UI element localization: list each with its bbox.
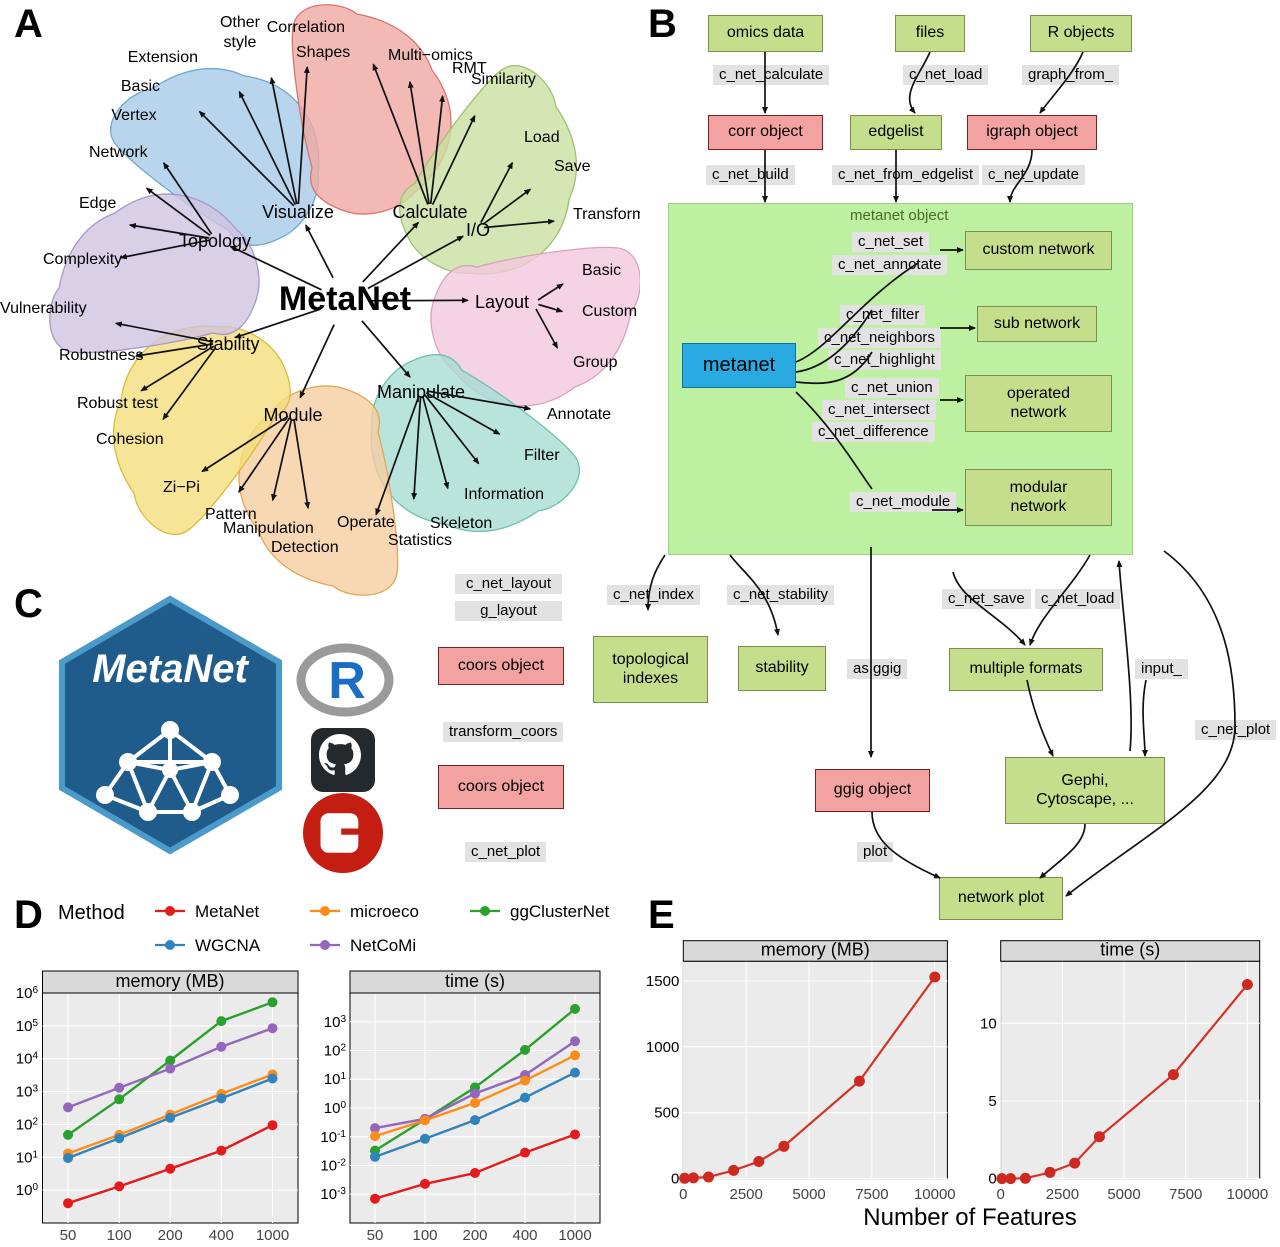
svg-text:Operate: Operate	[337, 514, 395, 531]
svg-text:Similarity: Similarity	[471, 71, 536, 88]
svg-text:102: 102	[324, 1042, 347, 1060]
svg-text:1500: 1500	[646, 973, 679, 990]
svg-text:Group: Group	[573, 354, 618, 371]
svg-text:Visualize: Visualize	[262, 202, 334, 222]
svg-text:200: 200	[462, 1227, 487, 1244]
svg-text:101: 101	[16, 1149, 39, 1167]
svg-text:memory (MB): memory (MB)	[761, 940, 870, 960]
svg-text:memory (MB): memory (MB)	[116, 971, 225, 991]
svg-text:Skeleton: Skeleton	[430, 515, 492, 532]
svg-text:Vulnerability: Vulnerability	[0, 300, 87, 317]
svg-text:10-2: 10-2	[320, 1157, 346, 1175]
svg-text:Correlation: Correlation	[267, 19, 345, 36]
svg-text:1000: 1000	[256, 1227, 289, 1244]
svg-text:102: 102	[16, 1116, 39, 1134]
svg-text:103: 103	[16, 1083, 39, 1101]
svg-text:I/O: I/O	[466, 220, 490, 240]
svg-text:0: 0	[679, 1186, 687, 1203]
svg-text:Calculate: Calculate	[392, 202, 467, 222]
svg-text:WGCNA: WGCNA	[195, 936, 261, 955]
svg-text:0: 0	[671, 1171, 679, 1188]
svg-text:time (s): time (s)	[1100, 940, 1160, 960]
svg-text:Number of Features: Number of Features	[863, 1204, 1076, 1231]
svg-text:400: 400	[209, 1227, 234, 1244]
svg-text:Load: Load	[524, 129, 560, 146]
svg-text:500: 500	[654, 1105, 679, 1122]
svg-text:7500: 7500	[855, 1186, 888, 1203]
svg-text:5: 5	[988, 1093, 996, 1110]
svg-text:Information: Information	[464, 486, 544, 503]
svg-text:Save: Save	[554, 158, 591, 175]
svg-text:ggClusterNet: ggClusterNet	[510, 902, 609, 921]
svg-text:10-1: 10-1	[320, 1128, 346, 1146]
svg-text:105: 105	[16, 1017, 39, 1035]
svg-text:103: 103	[324, 1013, 347, 1031]
svg-text:2500: 2500	[1046, 1186, 1079, 1203]
svg-text:7500: 7500	[1169, 1186, 1202, 1203]
svg-text:NetCoMi: NetCoMi	[350, 936, 416, 955]
svg-text:Custom: Custom	[582, 303, 637, 320]
svg-text:Vertex: Vertex	[111, 107, 156, 124]
svg-text:MetaNet: MetaNet	[195, 902, 260, 921]
svg-text:MetaNet: MetaNet	[92, 647, 249, 691]
svg-text:10-3: 10-3	[320, 1186, 346, 1204]
svg-text:Basic: Basic	[121, 78, 160, 95]
svg-text:0: 0	[997, 1186, 1005, 1203]
svg-text:100: 100	[324, 1100, 347, 1118]
svg-text:style: style	[224, 34, 257, 51]
svg-text:Other: Other	[220, 14, 261, 31]
svg-text:Filter: Filter	[524, 447, 560, 464]
svg-text:Method: Method	[58, 902, 125, 924]
svg-text:Zi−Pi: Zi−Pi	[163, 479, 200, 496]
svg-text:1000: 1000	[646, 1039, 679, 1056]
svg-text:50: 50	[367, 1227, 384, 1244]
svg-text:microeco: microeco	[350, 902, 419, 921]
svg-text:400: 400	[512, 1227, 537, 1244]
svg-text:time (s): time (s)	[445, 971, 505, 991]
svg-text:0: 0	[988, 1171, 996, 1188]
svg-text:Robustness: Robustness	[59, 347, 144, 364]
svg-text:Cohesion: Cohesion	[96, 431, 164, 448]
svg-text:Layout: Layout	[475, 292, 529, 312]
svg-text:100: 100	[107, 1227, 132, 1244]
svg-text:Transform: Transform	[573, 206, 640, 223]
svg-text:Shapes: Shapes	[296, 44, 350, 61]
svg-text:5000: 5000	[792, 1186, 825, 1203]
svg-text:104: 104	[16, 1050, 39, 1068]
svg-text:10000: 10000	[914, 1186, 956, 1203]
svg-text:10: 10	[980, 1015, 997, 1032]
svg-text:Statistics: Statistics	[388, 532, 452, 549]
svg-text:Robust test: Robust test	[77, 395, 158, 412]
svg-text:50: 50	[60, 1227, 77, 1244]
svg-text:Basic: Basic	[582, 262, 621, 279]
svg-text:106: 106	[16, 985, 39, 1003]
svg-text:5000: 5000	[1107, 1186, 1140, 1203]
svg-text:101: 101	[324, 1071, 347, 1089]
svg-text:Module: Module	[263, 405, 322, 425]
svg-text:200: 200	[158, 1227, 183, 1244]
svg-text:100: 100	[16, 1182, 39, 1200]
svg-text:10000: 10000	[1227, 1186, 1269, 1203]
svg-text:2500: 2500	[730, 1186, 763, 1203]
svg-text:Annotate: Annotate	[547, 406, 611, 423]
svg-text:MetaNet: MetaNet	[279, 280, 411, 318]
svg-text:100: 100	[412, 1227, 437, 1244]
svg-text:Manipulation: Manipulation	[223, 520, 314, 537]
svg-text:1000: 1000	[558, 1227, 591, 1244]
svg-text:Detection: Detection	[271, 539, 339, 556]
svg-text:Edge: Edge	[79, 195, 116, 212]
svg-text:Complexity: Complexity	[43, 251, 122, 268]
svg-text:R: R	[328, 652, 366, 710]
svg-text:Extension: Extension	[128, 49, 198, 66]
svg-text:Network: Network	[89, 144, 149, 161]
